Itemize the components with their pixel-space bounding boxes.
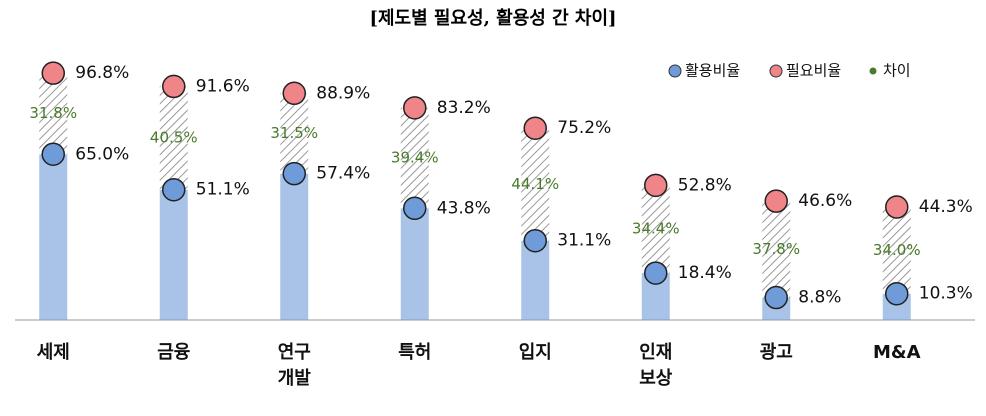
chart-title: [제도별 필요성, 활용성 간 차이] [369,8,616,29]
dot [41,61,65,85]
legend-label: 차이 [883,62,911,80]
gap-label: 34.0% [873,241,921,259]
usage-bar [39,154,68,320]
x-tick-label: 특허 [398,342,432,363]
dot [644,261,668,285]
x-tick-label: 인재 보상 [639,342,673,389]
dot [885,281,909,306]
x-tick-label: 금융 [157,342,191,363]
gap-bar [882,207,911,294]
gap-bar [159,86,188,190]
value-label: 52.8% [678,175,732,195]
value-label: 46.6% [798,191,852,211]
gap-bar [521,128,550,241]
value-label: 57.4% [316,164,370,184]
legend-marker [869,67,877,75]
value-label: 51.1% [196,180,250,200]
gap-label: 37.8% [752,240,800,258]
legend-marker [769,64,783,78]
usage-bar [400,208,429,320]
x-tick-label: M&A [872,342,921,363]
value-label: 75.2% [557,118,611,138]
usage-bar [521,240,550,320]
dot [403,96,427,120]
legend-label: 필요비율 [786,62,841,80]
gap-bar [400,107,429,209]
gap-label: 44.1% [511,175,559,193]
dot [282,81,306,106]
gap-bar [762,201,791,298]
dot [523,228,547,253]
usage-bar [280,173,309,320]
dot [403,196,427,221]
value-label: 8.8% [798,288,841,308]
dot [282,161,306,186]
usage-bar [159,189,188,320]
gap-label: 34.4% [632,220,680,238]
gap-label: 39.4% [391,149,439,167]
value-label: 18.4% [678,263,732,283]
x-tick-label: 세제 [36,342,70,363]
dot [162,74,186,99]
gap-label: 31.5% [270,124,318,142]
value-label: 31.1% [557,231,611,251]
value-label: 10.3% [919,284,973,304]
x-tick-label: 입지 [518,342,552,363]
dot [644,173,668,198]
dot [162,177,186,202]
dot [764,285,788,310]
x-tick-label: 연구 개발 [277,342,311,389]
x-tick-label: 광고 [759,342,793,363]
value-label: 44.3% [919,197,973,217]
gap-bar [39,73,68,155]
value-label: 83.2% [437,98,491,118]
value-label: 96.8% [75,63,129,83]
value-label: 65.0% [75,144,129,164]
gap-bar [641,185,670,274]
legend-label: 활용비율 [685,62,740,80]
dot [41,142,65,166]
legend-marker [668,64,682,78]
value-label: 91.6% [196,76,250,96]
gap-label: 40.5% [150,129,198,147]
dot [764,189,788,213]
value-label: 88.9% [316,83,370,103]
gap-label: 31.8% [29,104,77,122]
gap-bar [280,93,309,174]
dot [523,116,547,140]
value-label: 43.8% [437,198,491,218]
dot [885,195,909,219]
